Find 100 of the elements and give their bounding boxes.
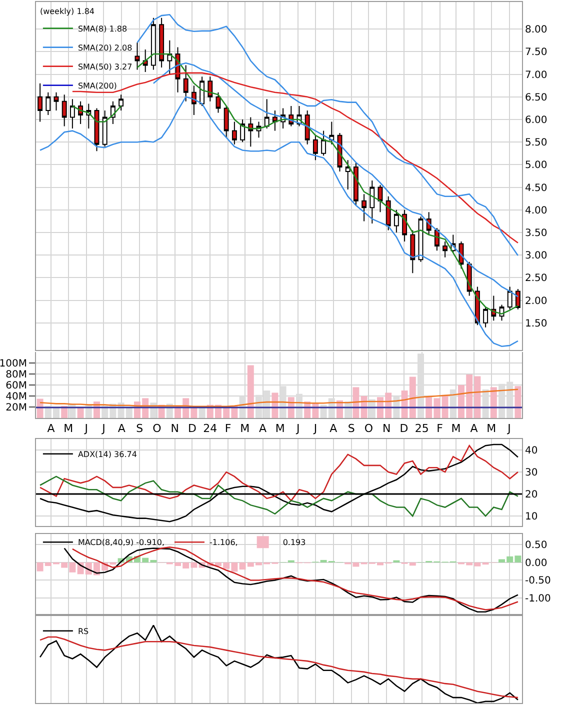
candlestick [353,162,358,206]
legend-label: SMA(200) [78,81,117,90]
candlestick [38,82,43,122]
candlestick [102,110,108,148]
line-series [136,14,519,256]
x-tick-label: D [400,422,408,436]
x-tick-label: A [47,422,56,436]
candlestick [240,119,246,143]
y-tick-label: 2.50 [525,273,548,284]
y-tick-label: 100M [0,358,27,370]
y-tick-label: -0.50 [525,576,551,587]
y-tick-label: 10 [525,512,538,523]
candlestick [264,98,270,130]
y-tick-label: 1.50 [525,318,548,330]
x-tick-label: O [364,422,374,436]
x-tick-label: O [152,422,162,436]
y-tick-label: 20 [525,490,538,501]
x-tick-label: M [275,422,285,436]
legend-label: 0.193 [282,538,306,548]
candlestick [150,17,156,70]
x-tick-label: J [312,422,318,436]
x-tick-label: N [170,422,179,436]
bar [272,392,278,418]
x-tick-label: J [84,422,88,436]
legend-label: -1.106, [209,538,238,548]
y-tick-label: 5.00 [525,160,548,172]
candlestick [46,92,51,116]
x-tick-label: N [382,422,391,436]
candlestick [442,241,448,258]
bar [198,408,206,418]
candlestick [345,160,350,190]
candlestick [402,209,408,242]
y-tick-label: 0.50 [525,540,548,552]
line-series [39,96,519,348]
x-tick-label: J [506,422,511,436]
candlestick [248,116,254,148]
bar [352,387,360,418]
legend-label: SMA(50) 3.27 [78,62,132,72]
bar [514,386,522,418]
x-tick-label: J [295,422,300,436]
candlestick [232,121,237,145]
x-tick-label: 24 [203,422,218,436]
legend-label: ADX(14) 36.74 [78,450,137,459]
x-tick-label: S [348,422,355,436]
x-tick-label: S [136,422,144,436]
y-tick-label: 60M [6,380,27,392]
y-tick-label: 6.00 [525,115,548,126]
y-tick-label: 40M [6,392,27,402]
line-series [152,62,519,298]
y-tick-label: 4.50 [525,182,548,194]
y-tick-label: 4.00 [525,205,548,216]
line-series [39,444,519,502]
bar [247,365,254,418]
x-tick-label: A [470,422,478,436]
y-tick-label: 5.50 [525,138,548,149]
y-tick-label: 20M [6,402,27,414]
x-tick-label: A [330,422,338,436]
x-tick-label: M [64,422,74,436]
candlestick [167,40,172,75]
candlestick [183,64,188,102]
x-tick-label: A [118,422,126,436]
candlestick [483,306,488,328]
legend-label: SMA(20) 2.08 [78,43,132,52]
candlestick [54,92,59,111]
line-series [39,388,519,408]
legend-label: RS [78,626,89,636]
candlestick [224,105,229,138]
candlestick [386,196,391,231]
candlestick [70,98,75,130]
x-tick-label: J [101,422,106,436]
x-tick-label: M [240,422,250,436]
x-tick-label: F [224,422,232,436]
candlestick [507,286,512,310]
line-series [39,476,519,517]
candlestick [515,288,520,310]
candlestick [329,121,334,145]
candlestick [208,76,213,102]
candlestick [312,134,318,161]
x-tick-label: A [259,422,268,436]
y-tick-label: 3.50 [525,228,548,239]
candlestick [304,110,310,145]
candlestick [200,76,205,106]
y-tick-label: 7.50 [525,47,548,58]
candlestick [362,194,367,222]
candlestick [159,17,164,68]
y-tick-label: 0.00 [525,558,548,569]
line-series [39,444,519,522]
candlestick [118,94,124,111]
y-tick-label: 30 [525,468,538,479]
x-tick-label: D [188,422,196,436]
candlestick [191,85,196,116]
candlestick [410,230,416,274]
candlestick [272,110,278,132]
y-tick-label: 80M [6,370,27,380]
legend-label: SMA(8) 1.88 [78,24,128,34]
candlestick [142,48,148,73]
candlestick [370,180,375,224]
legend-label: MACD(8,40,9) -0.910, [78,538,164,548]
line-series [72,72,519,244]
x-tick-label: F [436,422,444,436]
